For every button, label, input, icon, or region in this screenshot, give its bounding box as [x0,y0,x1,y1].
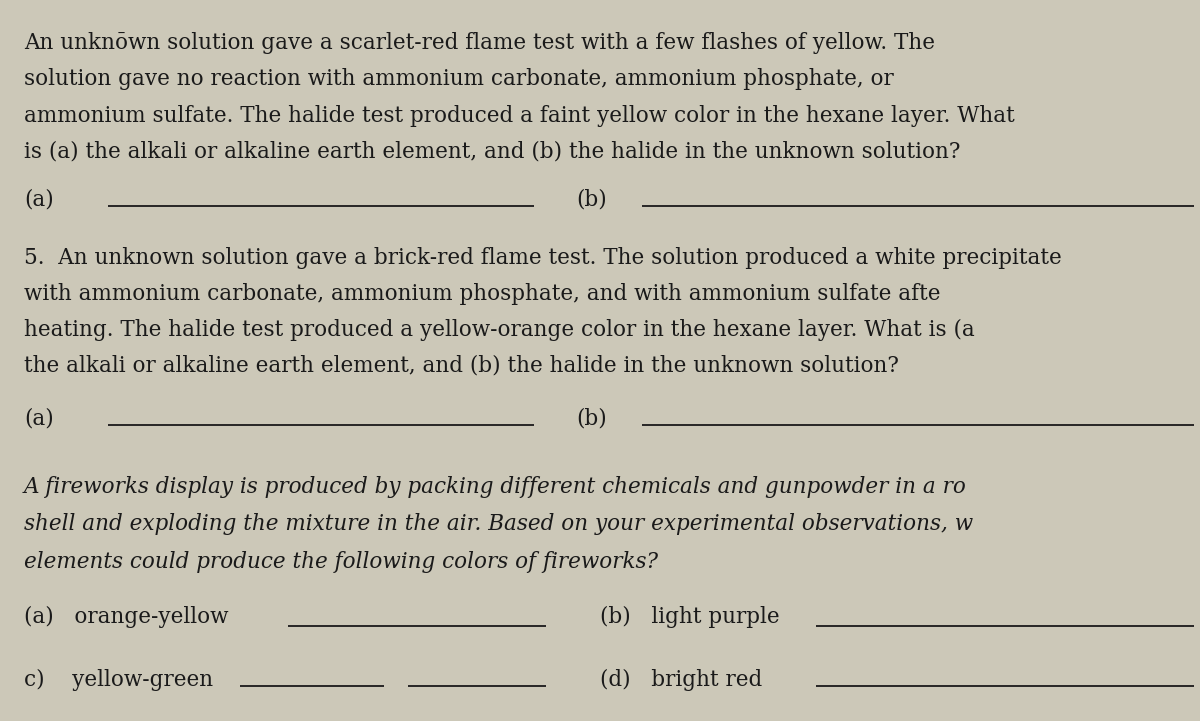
Text: the alkali or alkaline earth element, and (b) the halide in the unknown solution: the alkali or alkaline earth element, an… [24,355,899,377]
Text: shell and exploding the mixture in the air. Based on your experimental observati: shell and exploding the mixture in the a… [24,513,973,536]
Text: (b)   light purple: (b) light purple [600,606,780,628]
Text: solution gave no reaction with ammonium carbonate, ammonium phosphate, or: solution gave no reaction with ammonium … [24,68,894,91]
Text: (d)   bright red: (d) bright red [600,669,762,691]
Text: with ammonium carbonate, ammonium phosphate, and with ammonium sulfate afte: with ammonium carbonate, ammonium phosph… [24,283,941,305]
Text: (b): (b) [576,407,607,430]
Text: (a)   orange-yellow: (a) orange-yellow [24,606,228,628]
Text: An unknōwn solution gave a scarlet-red flame test with a few flashes of yellow. : An unknōwn solution gave a scarlet-red f… [24,32,935,55]
Text: heating. The halide test produced a yellow-orange color in the hexane layer. Wha: heating. The halide test produced a yell… [24,319,974,341]
Text: 5.  An unknown solution gave a brick-red flame test. The solution produced a whi: 5. An unknown solution gave a brick-red … [24,247,1062,269]
Text: (a): (a) [24,189,54,211]
Text: elements could produce the following colors of fireworks?: elements could produce the following col… [24,551,658,573]
Text: A fireworks display is produced by packing different chemicals and gunpowder in : A fireworks display is produced by packi… [24,476,967,498]
Text: (a): (a) [24,407,54,430]
Text: ammonium sulfate. The halide test produced a faint yellow color in the hexane la: ammonium sulfate. The halide test produc… [24,105,1015,127]
Text: (b): (b) [576,189,607,211]
Text: c)    yellow-green: c) yellow-green [24,669,214,691]
Text: is (a) the alkali or alkaline earth element, and (b) the halide in the unknown s: is (a) the alkali or alkaline earth elem… [24,141,960,163]
